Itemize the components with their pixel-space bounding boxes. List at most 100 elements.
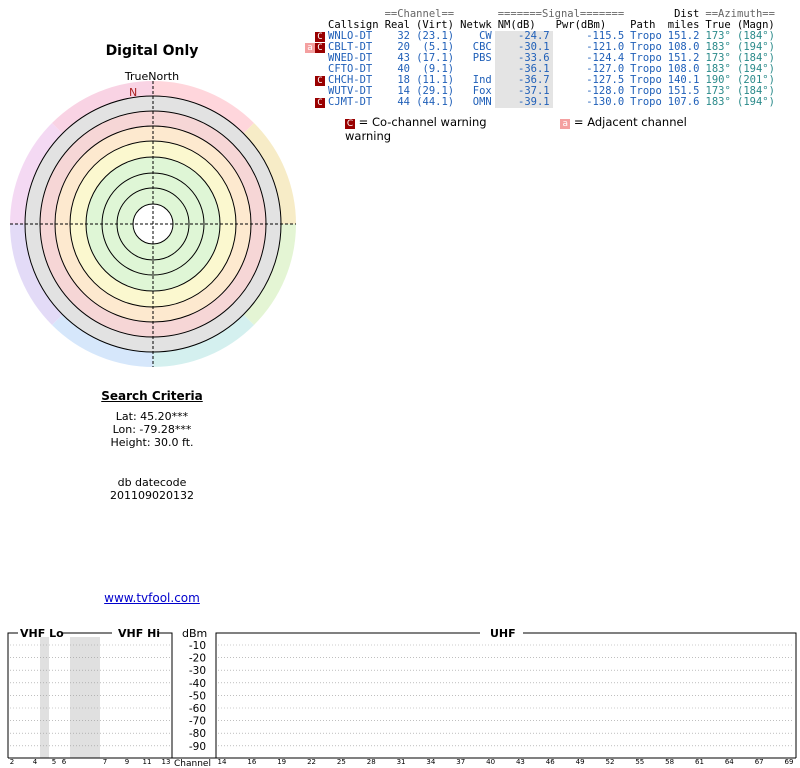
dbm-tick-label: -20 xyxy=(189,653,206,665)
col-callsign: Callsign xyxy=(328,19,379,31)
col-real: Real xyxy=(384,19,410,31)
station-azimuth-magn: (184°) xyxy=(737,85,775,97)
uhf-channel-labels: 14 16 19 22 25 28 31 34 37 40 43 46 49 52 55 58 61 64 67 69 xyxy=(218,758,794,766)
vhf-channel-label: 7 xyxy=(103,758,107,766)
uhf-label: UHF xyxy=(490,627,516,640)
station-network: CBC xyxy=(472,41,492,53)
warning-cell xyxy=(305,53,325,64)
station-virtual-channel: (29.1) xyxy=(416,85,455,97)
col-miles: miles xyxy=(667,19,700,31)
uhf-channel-label: 37 xyxy=(456,758,465,766)
polar-title: Digital Only xyxy=(105,43,199,59)
station-power: -115.5 xyxy=(586,30,625,42)
north-marker: N xyxy=(129,86,137,99)
station-real-channel: 40 xyxy=(397,63,410,75)
vhf-lo-shaded-band xyxy=(40,637,49,758)
station-azimuth-magn: (194°) xyxy=(737,96,775,108)
station-virtual-channel: (23.1) xyxy=(416,30,455,42)
station-row[interactable]: C CJMT-DT 44 (44.1) OMN -39.1 -130.0 Tropo 107.6… xyxy=(305,97,778,108)
station-distance: 151.2 xyxy=(667,30,700,42)
station-callsign: CFTO-DT xyxy=(328,63,373,75)
station-azimuth-magn: (194°) xyxy=(737,41,775,53)
station-row[interactable]: WNED-DT 43 (17.1) PBS -33.6 -124.4 Tropo 151.2 1… xyxy=(305,53,778,64)
co-channel-warning-icon: C xyxy=(315,43,325,53)
vhf-channel-label: 5 xyxy=(52,758,56,766)
station-distance: 107.6 xyxy=(667,96,700,108)
db-datecode: db datecode 201109020132 xyxy=(0,476,304,502)
uhf-channel-label: 64 xyxy=(725,758,734,766)
warning-cell xyxy=(305,86,325,97)
uhf-channel-label: 22 xyxy=(307,758,316,766)
station-power: -130.0 xyxy=(586,96,625,108)
vhf-channel-label: 13 xyxy=(162,758,171,766)
station-distance: 151.2 xyxy=(667,52,700,64)
station-power: -124.4 xyxy=(586,52,625,64)
station-azimuth-magn: (184°) xyxy=(737,30,775,42)
station-network: Fox xyxy=(472,85,492,97)
vhf-hi-label: VHF Hi xyxy=(118,627,160,640)
station-path: Tropo xyxy=(630,74,662,86)
station-virtual-channel: (11.1) xyxy=(416,74,455,86)
uhf-channel-label: 28 xyxy=(367,758,376,766)
station-power: -121.0 xyxy=(586,41,625,53)
uhf-channel-label: 55 xyxy=(635,758,644,766)
co-channel-warning-icon: C xyxy=(315,76,325,86)
vhf-lo-label: VHF Lo xyxy=(20,627,64,640)
col-true: True xyxy=(705,19,731,31)
dbm-tick-label: -90 xyxy=(189,741,206,753)
station-azimuth-magn: (201°) xyxy=(737,74,775,86)
station-path: Tropo xyxy=(630,30,662,42)
vhf-frame xyxy=(7,632,173,758)
dbm-tick-labels: -10-20-30-40-50-60-70-80-90 xyxy=(189,640,206,753)
station-path: Tropo xyxy=(630,96,662,108)
station-callsign: CHCH-DT xyxy=(328,74,373,86)
station-path: Tropo xyxy=(630,85,662,97)
station-azimuth-true: 173° xyxy=(705,85,731,97)
uhf-channel-label: 43 xyxy=(516,758,525,766)
station-azimuth-true: 183° xyxy=(705,41,731,53)
station-azimuth-true: 173° xyxy=(705,52,731,64)
station-noise-margin: -30.1 xyxy=(494,42,553,53)
co-channel-warning-icon: C xyxy=(345,119,355,129)
station-noise-margin: -24.7 xyxy=(494,31,553,42)
station-path: Tropo xyxy=(630,63,662,75)
uhf-channel-label: 34 xyxy=(426,758,435,766)
station-distance: 140.1 xyxy=(667,74,700,86)
station-azimuth-magn: (194°) xyxy=(737,63,775,75)
adjacent-channel-warning-icon: a xyxy=(305,43,315,53)
station-row[interactable]: a C CBLT-DT 20 (5.1) CBC -30.1 -121.0 Tropo 108.0… xyxy=(305,42,778,53)
dbm-label: dBm xyxy=(182,627,207,640)
station-row[interactable]: WUTV-DT 14 (29.1) Fox -37.1 -128.0 Tropo 151.5 1… xyxy=(305,86,778,97)
true-north-label: TrueNorth xyxy=(124,70,180,83)
uhf-channel-label: 25 xyxy=(337,758,346,766)
spectrum-chart: VHF Lo VHF Hi UHF dBm Channel -10-20-30-… xyxy=(7,627,797,768)
station-row[interactable]: CFTO-DT 40 (9.1) -36.1 -127.0 Tropo 108.0 183° (… xyxy=(305,64,778,75)
station-virtual-channel: (44.1) xyxy=(416,96,455,108)
uhf-channel-label: 69 xyxy=(785,758,794,766)
station-row[interactable]: C CHCH-DT 18 (11.1) Ind -36.7 -127.5 Tropo 140.1… xyxy=(305,75,778,86)
station-path: Tropo xyxy=(630,41,662,53)
dbm-tick-label: -30 xyxy=(189,665,206,677)
criteria-lat: Lat: 45.20*** xyxy=(115,410,189,423)
dbm-tick-label: -70 xyxy=(189,716,206,728)
station-real-channel: 20 xyxy=(397,41,410,53)
vhf-channel-label: 4 xyxy=(33,758,38,766)
adjacent-channel-warning-icon: a xyxy=(560,119,571,129)
warning-cell: C xyxy=(305,75,325,86)
co-channel-warning-icon: C xyxy=(315,32,325,42)
warning-cell xyxy=(305,64,325,75)
station-power: -128.0 xyxy=(586,85,625,97)
station-callsign: WNLO-DT xyxy=(328,30,373,42)
legend-adj-text: = Adjacent channel warning xyxy=(345,115,687,143)
uhf-channel-label: 31 xyxy=(397,758,406,766)
spectrum-gridlines xyxy=(10,644,794,747)
col-pwr: Pwr(dBm) xyxy=(555,19,607,31)
uhf-channel-label: 52 xyxy=(605,758,614,766)
station-row[interactable]: C WNLO-DT 32 (23.1) CW -24.7 -115.5 Tropo 151.2 1… xyxy=(305,31,778,42)
station-callsign: WUTV-DT xyxy=(328,85,373,97)
search-criteria: Search Criteria Lat: 45.20*** Lon: -79.2… xyxy=(0,390,304,450)
tvfool-link[interactable]: www.tvfool.com xyxy=(104,591,200,605)
station-azimuth-true: 183° xyxy=(705,96,731,108)
legend-co: C = Co-channel warning xyxy=(345,115,490,129)
